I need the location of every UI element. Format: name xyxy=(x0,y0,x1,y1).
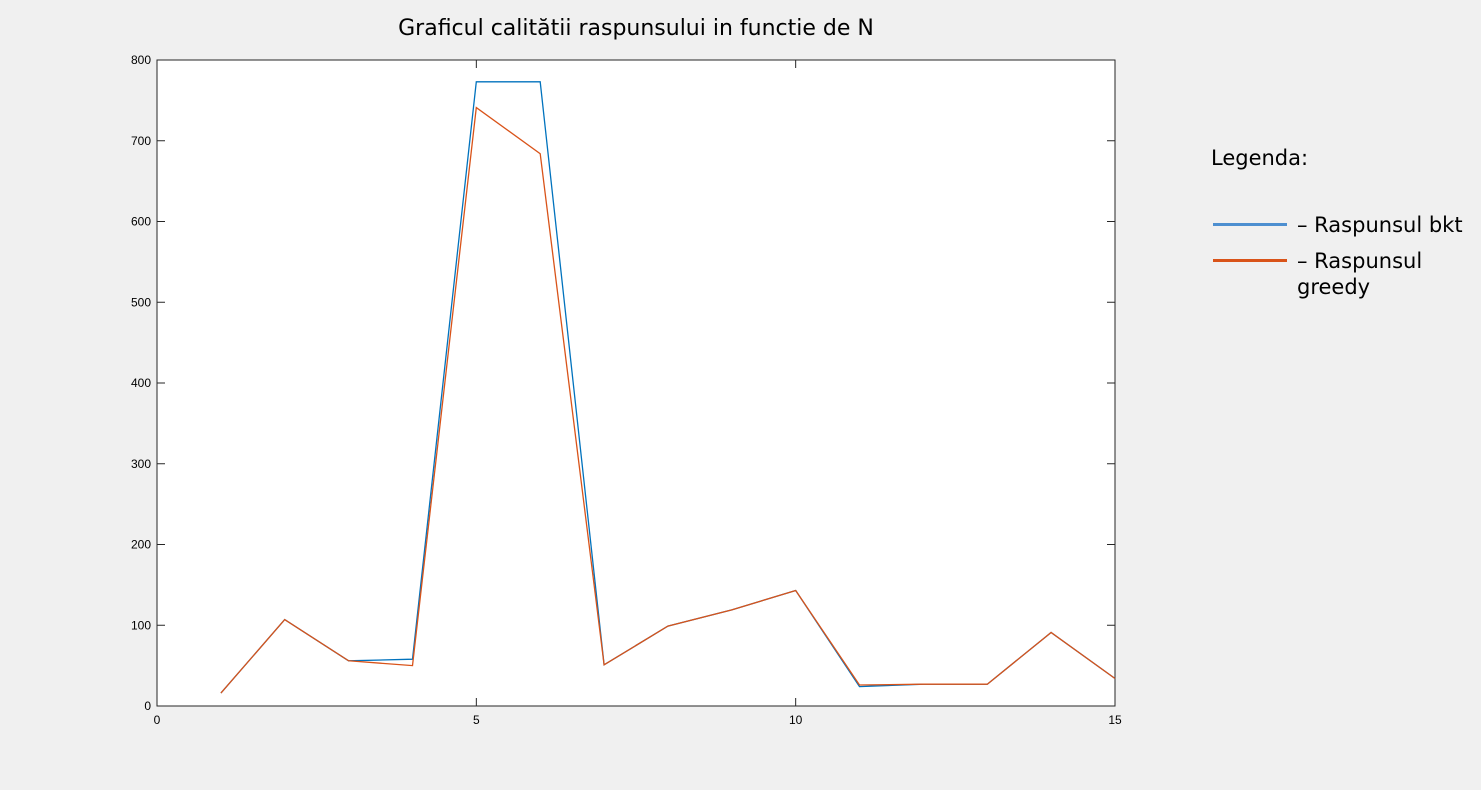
y-tick-label: 700 xyxy=(131,134,151,148)
axis-ticks: 0 100 200 300 400 500 600 700 800 0 5 10 15 xyxy=(131,53,1122,727)
axes-background xyxy=(156,59,1116,707)
y-tick-label: 300 xyxy=(131,457,151,471)
series-line-greedy xyxy=(220,106,1116,694)
chart-title: Graficul calitătii raspunsului in functi… xyxy=(398,16,874,41)
x-tick-label: 0 xyxy=(154,713,161,727)
y-tick-label: 800 xyxy=(131,53,151,67)
x-tick-label: 5 xyxy=(473,713,480,727)
y-tick-label: 100 xyxy=(131,618,151,632)
x-tick-label: 15 xyxy=(1108,713,1122,727)
y-tick-label: 0 xyxy=(144,699,151,713)
y-tick-label: 200 xyxy=(131,538,151,552)
legend-item-greedy: – Raspunsul greedy xyxy=(1211,248,1481,300)
y-tick-label: 600 xyxy=(131,215,151,229)
y-tick-label: 500 xyxy=(131,295,151,309)
legend-title: Legenda: xyxy=(1211,146,1309,170)
x-tick-label: 10 xyxy=(789,713,803,727)
legend-label-bkt: – Raspunsul bkt xyxy=(1297,213,1463,237)
series-lines xyxy=(220,81,1116,694)
legend-label-greedy: – Raspunsul greedy xyxy=(1297,249,1423,299)
legend-swatch-bkt xyxy=(1213,223,1287,226)
legend-swatch-greedy xyxy=(1213,259,1287,262)
legend: Legenda: – Raspunsul bkt – Raspunsul gre… xyxy=(1211,146,1481,310)
y-tick-label: 400 xyxy=(131,376,151,390)
legend-item-bkt: – Raspunsul bkt xyxy=(1211,212,1481,238)
